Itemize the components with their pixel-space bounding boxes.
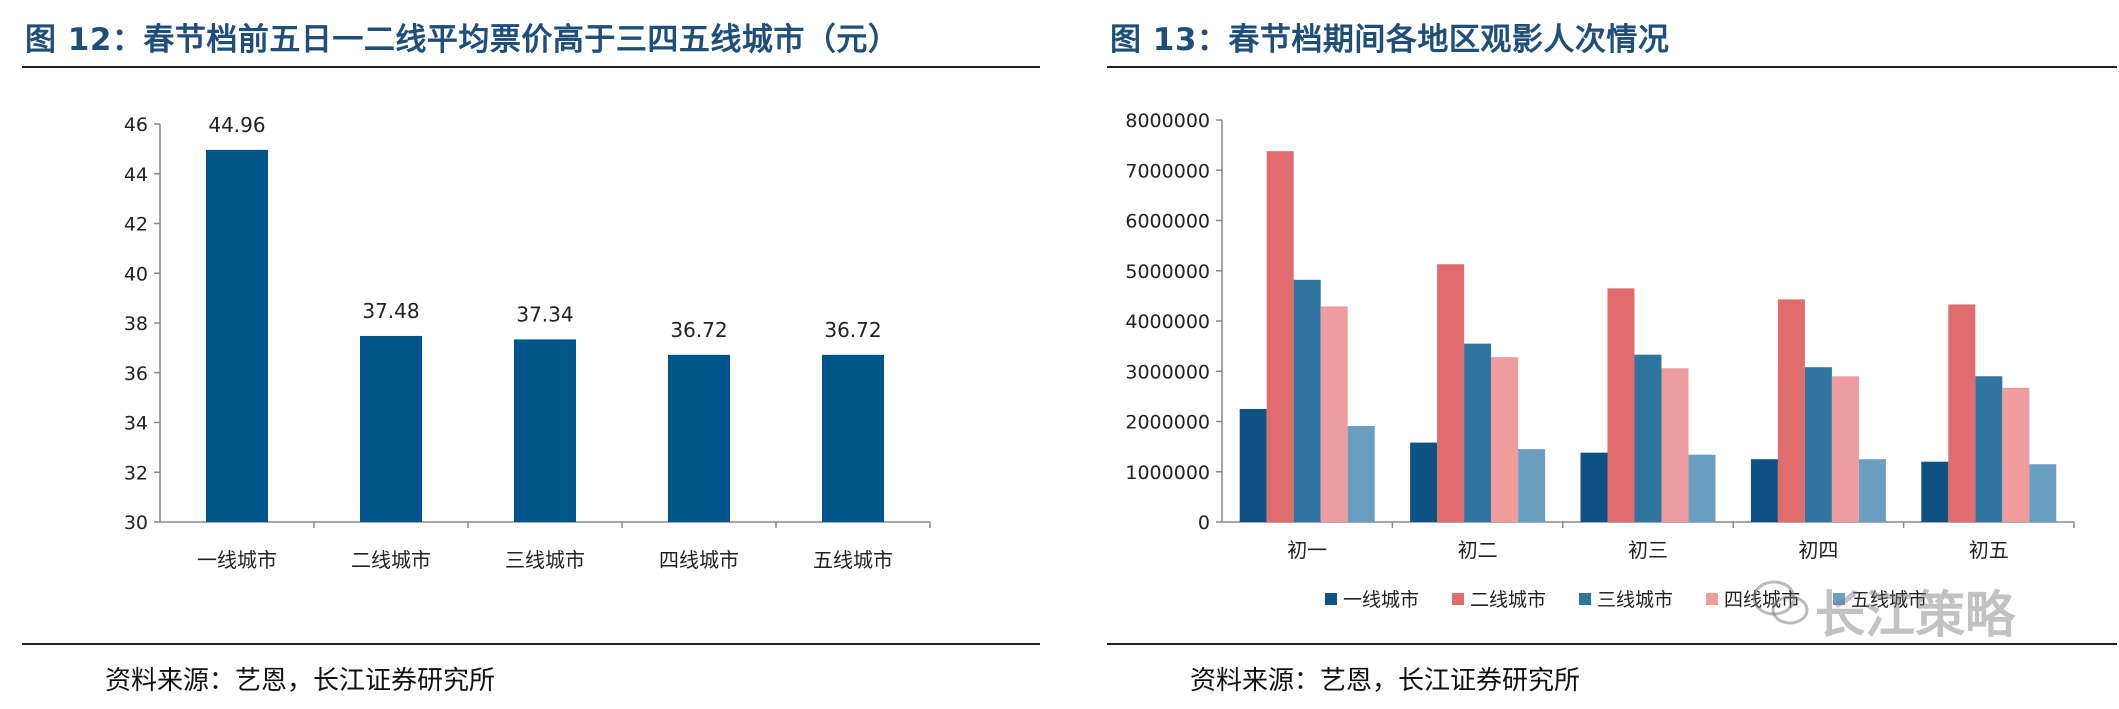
left-data-label: 44.96 [208, 113, 265, 137]
watermark-text: 长江策略 [1815, 586, 2015, 644]
right-bar [1634, 354, 1662, 522]
legend-label: 五线城市 [1851, 589, 1927, 611]
right-category-label: 初二 [1458, 538, 1498, 562]
right-bar [1239, 408, 1267, 522]
right-source-note: 资料来源：艺恩，长江证券研究所 [1190, 666, 1581, 696]
right-y-tick-label: 8000000 [1125, 110, 1210, 132]
right-bar [1804, 367, 1832, 522]
right-bar [1661, 368, 1689, 522]
right-bar [1858, 459, 1886, 522]
legend-swatch [1579, 593, 1591, 605]
left-y-tick-label: 42 [124, 214, 148, 236]
legend-swatch [1706, 593, 1718, 605]
legend-swatch [1325, 593, 1337, 605]
right-y-tick-label: 0 [1198, 512, 1210, 534]
left-category-label: 二线城市 [351, 548, 431, 572]
left-title-rule [22, 66, 1040, 68]
left-y-tick-label: 40 [124, 263, 148, 285]
left-bar [360, 335, 422, 522]
right-bar [1831, 376, 1859, 522]
left-y-tick-label: 44 [124, 164, 148, 186]
left-data-label: 36.72 [824, 318, 881, 342]
right-category-label: 初一 [1287, 538, 1327, 562]
right-y-tick-label: 2000000 [1125, 412, 1210, 434]
right-y-tick-label: 6000000 [1125, 211, 1210, 233]
right-y-tick-label: 3000000 [1125, 361, 1210, 383]
right-bar [1750, 459, 1778, 522]
left-y-tick-label: 46 [124, 114, 148, 136]
left-y-tick-label: 32 [124, 462, 148, 484]
left-bar-chart: 30 32 34 36 38 40 42 44 46 44.96 一线城市 37.48 二线城市 37.3… [124, 113, 931, 572]
right-bar [1320, 306, 1348, 522]
right-y-tick-label: 7000000 [1125, 160, 1210, 182]
right-title-rule [1107, 66, 2117, 68]
left-data-label: 37.34 [516, 302, 573, 326]
left-data-label: 36.72 [670, 318, 727, 342]
right-figure-title: 图 13：春节档期间各地区观影人次情况 [1110, 22, 1670, 58]
right-bar [1347, 426, 1375, 522]
right-category-label: 初四 [1798, 538, 1838, 562]
right-bar [1607, 288, 1635, 522]
right-bar [2002, 387, 2030, 522]
left-category-label: 五线城市 [813, 548, 893, 572]
left-bar [514, 339, 576, 522]
right-bar [2029, 464, 2057, 522]
right-bar [1580, 452, 1608, 522]
legend-label: 三线城市 [1597, 589, 1673, 611]
left-figure-title: 图 12：春节档前五日一二线平均票价高于三四五线城市（元） [25, 22, 900, 58]
right-figure: 图 13：春节档期间各地区观影人次情况 0 1000000 2000000 30000… [1085, 0, 2119, 709]
right-bar [1266, 151, 1294, 522]
right-bar [1921, 461, 1949, 522]
left-data-label: 37.48 [362, 299, 419, 323]
legend-swatch [1452, 593, 1464, 605]
right-bar [1491, 357, 1519, 522]
right-category-label: 初三 [1628, 538, 1668, 562]
right-bar [1293, 279, 1321, 522]
left-y-tick-label: 30 [124, 512, 148, 534]
left-y-tick-label: 34 [124, 413, 148, 435]
left-source-note: 资料来源：艺恩，长江证券研究所 [105, 666, 496, 696]
right-bar [1975, 376, 2003, 522]
left-y-tick-label: 38 [124, 313, 148, 335]
right-bar [1437, 264, 1465, 522]
right-y-tick-label: 5000000 [1125, 261, 1210, 283]
legend-label: 二线城市 [1470, 589, 1546, 611]
right-y-tick-label: 4000000 [1125, 311, 1210, 333]
right-bar [1948, 304, 1976, 522]
right-bar [1518, 449, 1546, 522]
right-source-rule [1107, 643, 2117, 645]
left-y-tick-label: 36 [124, 363, 148, 385]
left-bar [822, 354, 884, 522]
left-bar [206, 149, 268, 522]
right-category-label: 初五 [1969, 538, 2009, 562]
legend-label: 四线城市 [1724, 589, 1800, 611]
left-category-label: 三线城市 [505, 548, 585, 572]
left-source-rule [22, 643, 1040, 645]
left-figure: 图 12：春节档前五日一二线平均票价高于三四五线城市（元） 30 32 34 36 38… [0, 0, 1045, 709]
legend-label: 一线城市 [1343, 589, 1419, 611]
left-bar [668, 354, 730, 522]
right-bar [1464, 343, 1492, 522]
right-grouped-bar-chart: 0 1000000 2000000 3000000 4000000 5000000 6000… [1125, 110, 2075, 611]
right-bar [1688, 454, 1716, 522]
legend-swatch [1833, 593, 1845, 605]
right-y-tick-label: 1000000 [1125, 462, 1210, 484]
right-bar [1410, 442, 1438, 522]
right-bar [1777, 299, 1805, 522]
left-category-label: 四线城市 [659, 548, 739, 572]
left-category-label: 一线城市 [197, 548, 277, 572]
wechat-icon [1752, 580, 1809, 625]
